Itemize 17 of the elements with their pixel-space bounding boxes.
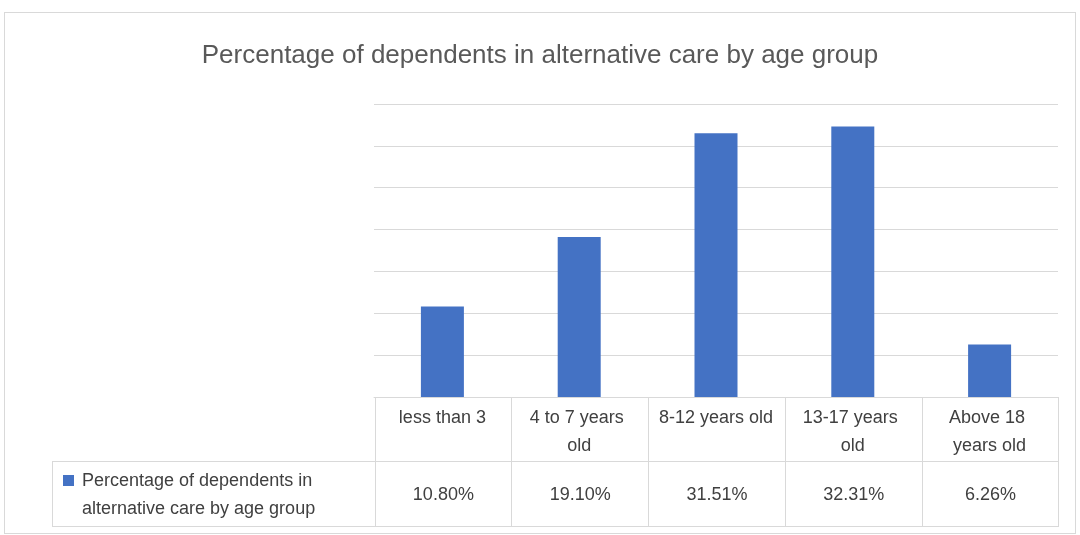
x-tick-label: 8-12 years old bbox=[658, 407, 774, 427]
x-tick-label: Above 18 years old bbox=[949, 407, 1031, 455]
x-tick-label: 13-17 years old bbox=[802, 407, 903, 455]
bar bbox=[420, 306, 464, 397]
bar bbox=[968, 344, 1012, 397]
data-label: 31.51% bbox=[648, 461, 786, 527]
x-tick-label: 4 to 7 years old bbox=[529, 407, 629, 455]
legend-label: Percentage of dependents in alternative care by age group bbox=[82, 469, 317, 520]
chart-title: Percentage of dependents in alternative care by age group bbox=[201, 39, 879, 69]
x-tick-label: less than 3 bbox=[398, 407, 486, 427]
data-label: 6.26% bbox=[922, 461, 1059, 527]
data-label: 32.31% bbox=[785, 461, 923, 527]
data-label: 19.10% bbox=[511, 461, 649, 527]
bar bbox=[694, 133, 738, 397]
data-label: 10.80% bbox=[375, 461, 512, 527]
bar bbox=[557, 237, 601, 397]
bar bbox=[831, 126, 875, 397]
